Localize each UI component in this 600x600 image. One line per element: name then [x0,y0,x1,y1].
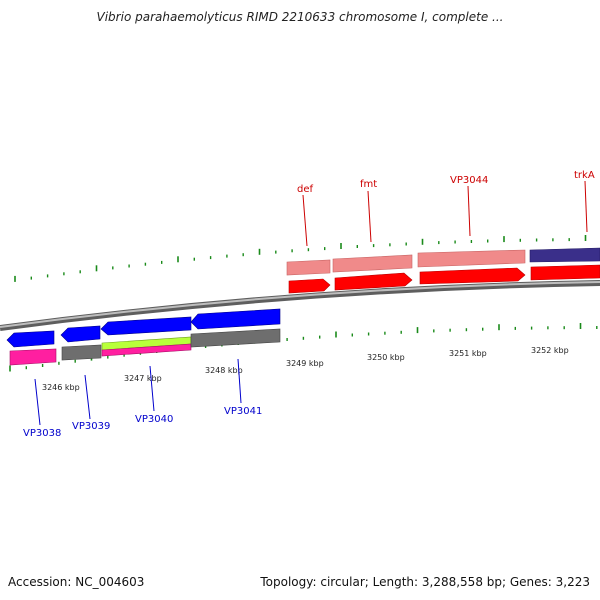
kbp-scale-labels: 3246 kbp 3247 kbp 3248 kbp 3249 kbp 3250… [42,346,569,392]
leader-line [34,378,41,426]
gene-label-fmt[interactable]: fmt [360,179,377,190]
gene-label-trka[interactable]: trkA [574,170,595,181]
topology-text: Topology: circular; Length: 3,288,558 bp… [260,575,590,589]
leader-line [467,185,471,237]
leader-line [584,180,588,233]
leader-line [302,194,308,247]
kbp-label: 3246 kbp [42,383,80,392]
map-title: Vibrio parahaemolyticus RIMD 2210633 chr… [96,10,504,24]
kbp-label: 3248 kbp [205,366,243,375]
feature-def-outer[interactable] [286,259,331,276]
feature-trka-outer[interactable] [529,247,600,263]
gene-label-vp3041[interactable]: VP3041 [224,406,262,417]
reverse-gene-labels: VP3038 VP3039 VP3040 VP3041 [23,358,262,439]
feature-vp3040-magenta[interactable] [101,343,192,357]
kbp-label: 3250 kbp [367,353,405,362]
feature-trka[interactable] [530,264,600,281]
feature-vp3041-outer[interactable] [190,328,281,348]
outer-tick-marks [14,235,587,282]
forward-strand-features [286,247,600,294]
feature-vp3040[interactable] [100,316,192,336]
gene-label-vp3038[interactable]: VP3038 [23,428,61,439]
gene-label-vp3044[interactable]: VP3044 [450,175,488,186]
leader-line [237,358,242,404]
kbp-label: 3247 kbp [124,374,162,383]
kbp-label: 3249 kbp [286,359,324,368]
feature-fmt[interactable] [334,272,413,291]
feature-vp3044[interactable] [419,267,526,285]
chromosome-backbone-highlight [0,281,600,328]
kbp-label: 3251 kbp [449,349,487,358]
feature-vp3039[interactable] [60,325,101,343]
feature-vp3044-outer[interactable] [417,249,526,268]
gene-label-def[interactable]: def [297,184,314,195]
feature-vp3038[interactable] [6,330,55,348]
feature-vp3041[interactable] [190,308,281,330]
accession-text: Accession: NC_004603 [8,575,145,589]
leader-line [149,365,155,412]
leader-line [84,374,91,420]
gene-label-vp3039[interactable]: VP3039 [72,421,110,432]
feature-fmt-outer[interactable] [332,254,413,273]
feature-vp3038-outer[interactable] [9,348,57,366]
gene-label-vp3040[interactable]: VP3040 [135,414,173,425]
feature-vp3039-outer[interactable] [61,344,102,361]
reverse-strand-features [6,308,281,366]
forward-gene-labels: def fmt VP3044 trkA [297,170,595,247]
chromosome-backbone [0,280,600,331]
leader-line [367,190,372,243]
kbp-label: 3252 kbp [531,346,569,355]
feature-def[interactable] [288,278,331,294]
